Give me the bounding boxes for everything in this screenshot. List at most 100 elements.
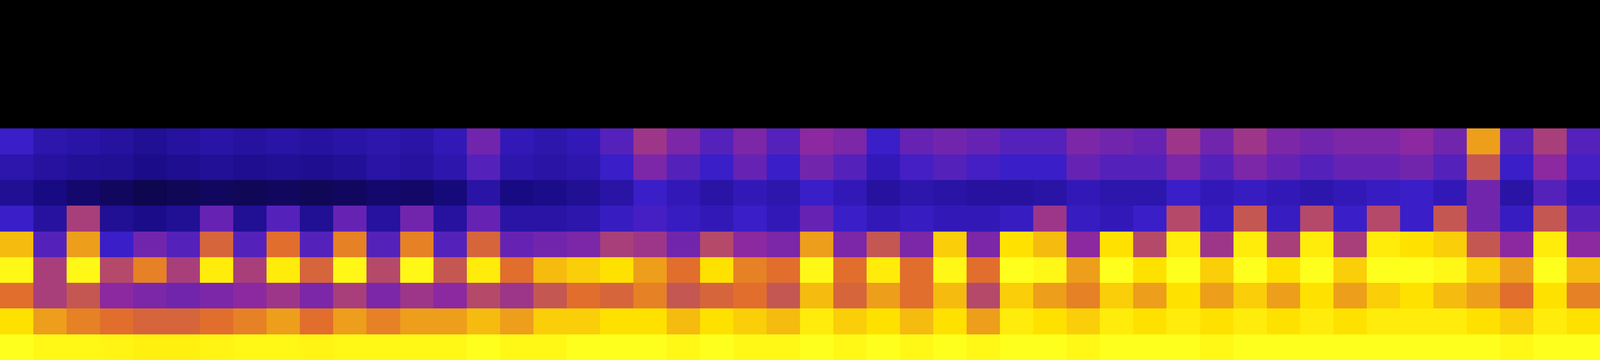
cell xyxy=(700,179,734,206)
cell xyxy=(633,334,668,360)
cell xyxy=(33,179,68,206)
cell xyxy=(166,231,201,258)
cell xyxy=(99,282,134,309)
cell xyxy=(1066,334,1101,360)
cell xyxy=(1366,334,1401,360)
cell xyxy=(700,257,734,284)
cell xyxy=(733,205,768,232)
cell xyxy=(1333,77,1368,104)
cell xyxy=(1466,102,1501,129)
cell xyxy=(166,0,201,27)
cell xyxy=(1300,102,1334,129)
cell xyxy=(1500,25,1534,52)
cell xyxy=(299,51,334,78)
cell xyxy=(299,102,334,129)
cell xyxy=(1566,77,1600,104)
cell xyxy=(133,231,167,258)
cell xyxy=(133,179,167,206)
cell xyxy=(700,25,734,52)
cell xyxy=(533,205,568,232)
cell xyxy=(433,282,468,309)
cell xyxy=(1400,282,1434,309)
cell xyxy=(1400,102,1434,129)
cell xyxy=(766,51,801,78)
cell xyxy=(66,102,101,129)
cell xyxy=(733,282,768,309)
cell xyxy=(366,334,401,360)
cell xyxy=(633,231,668,258)
cell xyxy=(866,77,901,104)
cell xyxy=(633,205,668,232)
cell xyxy=(433,51,468,78)
cell xyxy=(700,154,734,181)
cell xyxy=(1166,0,1201,27)
cell xyxy=(533,282,568,309)
cell xyxy=(1099,77,1134,104)
cell xyxy=(466,205,501,232)
cell xyxy=(899,77,934,104)
cell xyxy=(866,179,901,206)
cell xyxy=(1066,77,1101,104)
cell xyxy=(1266,102,1301,129)
cell xyxy=(666,282,701,309)
cell xyxy=(366,128,401,155)
cell xyxy=(1099,128,1134,155)
cell xyxy=(1466,0,1501,27)
cell xyxy=(1066,257,1101,284)
cell xyxy=(233,128,267,155)
cell xyxy=(433,257,468,284)
cell xyxy=(1300,128,1334,155)
cell xyxy=(166,308,201,335)
cell xyxy=(1033,334,1067,360)
cell xyxy=(133,257,167,284)
cell xyxy=(1099,334,1134,360)
cell xyxy=(1200,25,1234,52)
cell xyxy=(766,154,801,181)
cell xyxy=(1233,0,1268,27)
cell xyxy=(966,25,1001,52)
cell xyxy=(400,179,434,206)
cell xyxy=(1300,179,1334,206)
cell xyxy=(1433,308,1468,335)
cell xyxy=(66,308,101,335)
cell xyxy=(833,282,868,309)
cell xyxy=(1500,231,1534,258)
cell xyxy=(1366,231,1401,258)
cell xyxy=(733,102,768,129)
cell xyxy=(999,257,1034,284)
cell xyxy=(1033,205,1067,232)
cell xyxy=(866,231,901,258)
cell xyxy=(999,128,1034,155)
cell xyxy=(1366,257,1401,284)
cell xyxy=(1433,51,1468,78)
cell xyxy=(1166,51,1201,78)
cell xyxy=(1433,231,1468,258)
cell xyxy=(66,282,101,309)
cell xyxy=(1133,128,1167,155)
cell xyxy=(1333,282,1368,309)
cell xyxy=(1166,205,1201,232)
cell xyxy=(33,77,68,104)
cell xyxy=(1099,154,1134,181)
cell xyxy=(333,257,367,284)
cell xyxy=(266,179,301,206)
cell xyxy=(1066,231,1101,258)
cell xyxy=(866,154,901,181)
cell xyxy=(899,308,934,335)
cell xyxy=(0,308,34,335)
cell xyxy=(33,25,68,52)
cell xyxy=(233,257,267,284)
cell xyxy=(1233,77,1268,104)
cell xyxy=(99,128,134,155)
cell xyxy=(966,308,1001,335)
cell xyxy=(533,308,568,335)
cell xyxy=(933,179,967,206)
cell xyxy=(666,0,701,27)
cell xyxy=(800,179,834,206)
cell xyxy=(299,25,334,52)
cell xyxy=(166,334,201,360)
cell xyxy=(999,0,1034,27)
cell xyxy=(866,334,901,360)
cell xyxy=(1400,334,1434,360)
cell xyxy=(1133,334,1167,360)
